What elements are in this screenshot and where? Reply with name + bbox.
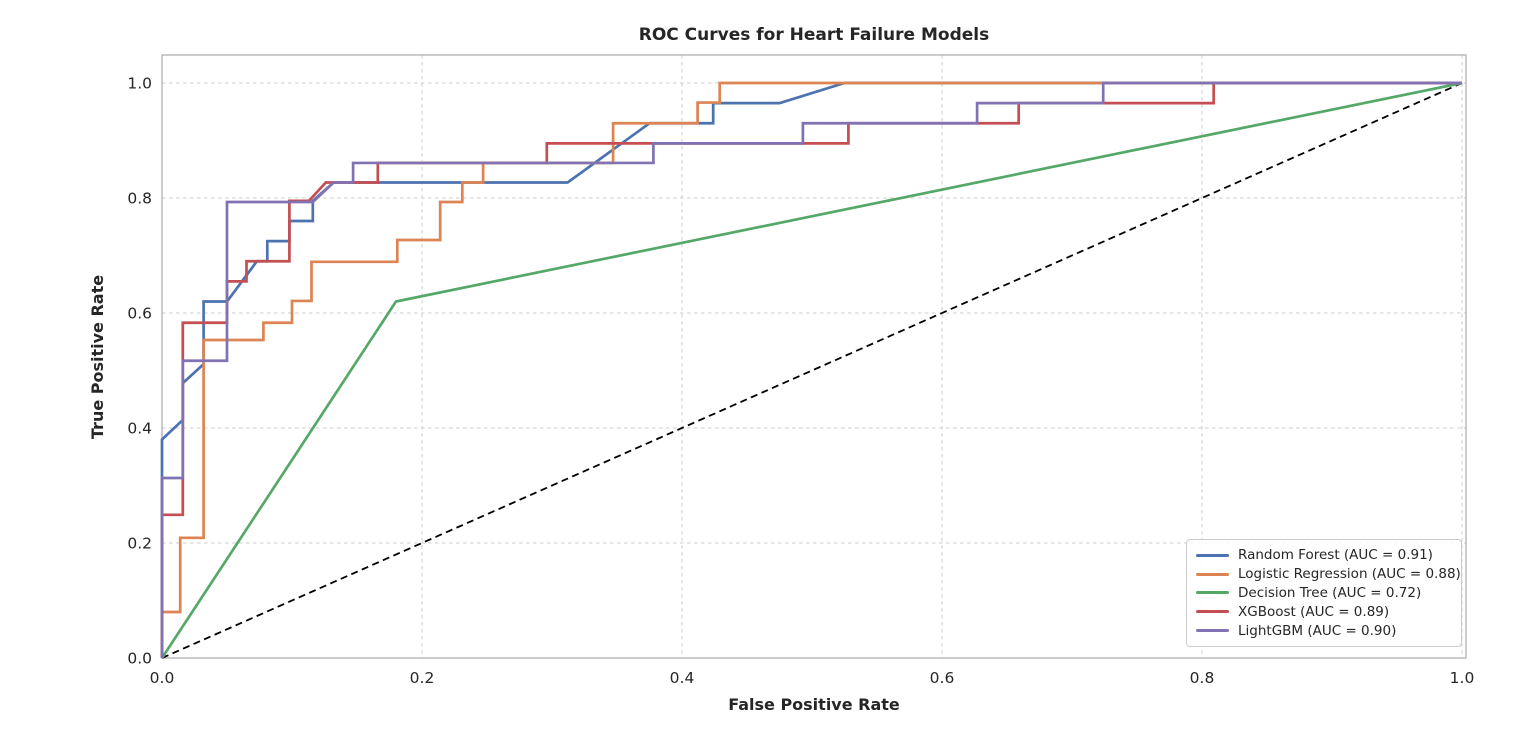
x-tick-label: 0.6 <box>930 669 955 687</box>
legend-item-random-forest: Random Forest (AUC = 0.91) <box>1196 546 1451 565</box>
y-tick-label: 1.0 <box>127 75 152 93</box>
legend-label-logistic-regression: Logistic Regression (AUC = 0.88) <box>1238 566 1461 583</box>
y-tick-label: 0.4 <box>127 420 152 438</box>
curve-logistic-regression <box>160 81 1462 658</box>
x-tick-label: 0.4 <box>670 669 695 687</box>
legend-item-lightgbm: LightGBM (AUC = 0.90) <box>1196 621 1451 640</box>
x-tick-label: 1.0 <box>1450 669 1475 687</box>
curve-decision-tree <box>160 81 1463 659</box>
chart-title: ROC Curves for Heart Failure Models <box>639 25 990 45</box>
y-tick-label: 0.6 <box>127 305 152 323</box>
x-tick-label: 0.0 <box>150 669 175 687</box>
x-tick-label: 0.8 <box>1190 669 1215 687</box>
x-tick-label: 0.2 <box>410 669 435 687</box>
legend-swatch-xgboost <box>1196 610 1229 614</box>
curve-xgboost <box>160 81 1462 658</box>
plot-spines <box>161 54 1467 659</box>
legend-label-random-forest: Random Forest (AUC = 0.91) <box>1238 547 1433 564</box>
legend-item-xgboost: XGBoost (AUC = 0.89) <box>1196 602 1451 621</box>
curve-layer <box>160 81 1463 659</box>
x-axis-label: False Positive Rate <box>728 695 900 714</box>
legend-swatch-lightgbm <box>1196 629 1229 633</box>
y-axis-label: True Positive Rate <box>88 275 107 439</box>
legend-swatch-decision-tree <box>1196 591 1229 595</box>
y-tick-label: 0.0 <box>127 650 152 668</box>
legend-item-logistic-regression: Logistic Regression (AUC = 0.88) <box>1196 565 1461 584</box>
legend-label-lightgbm: LightGBM (AUC = 0.90) <box>1238 622 1397 639</box>
reference-line-chance-diagonal <box>161 82 1463 659</box>
tick-layer: 0.0 0.2 0.4 0.6 0.8 1.0 0.0 0.2 0.4 0.6 0.8 1.0 <box>127 75 1474 688</box>
legend-swatch-logistic-regression <box>1196 572 1229 576</box>
legend-item-decision-tree: Decision Tree (AUC = 0.72) <box>1196 584 1451 603</box>
y-tick-label: 0.8 <box>127 190 152 208</box>
y-tick-label: 0.2 <box>127 535 152 553</box>
curve-lightgbm <box>160 81 1462 658</box>
legend: Random Forest (AUC = 0.91) Logistic Regre… <box>1186 539 1462 647</box>
legend-label-decision-tree: Decision Tree (AUC = 0.72) <box>1238 584 1422 601</box>
legend-label-xgboost: XGBoost (AUC = 0.89) <box>1238 603 1390 620</box>
legend-swatch-random-forest <box>1196 553 1229 557</box>
